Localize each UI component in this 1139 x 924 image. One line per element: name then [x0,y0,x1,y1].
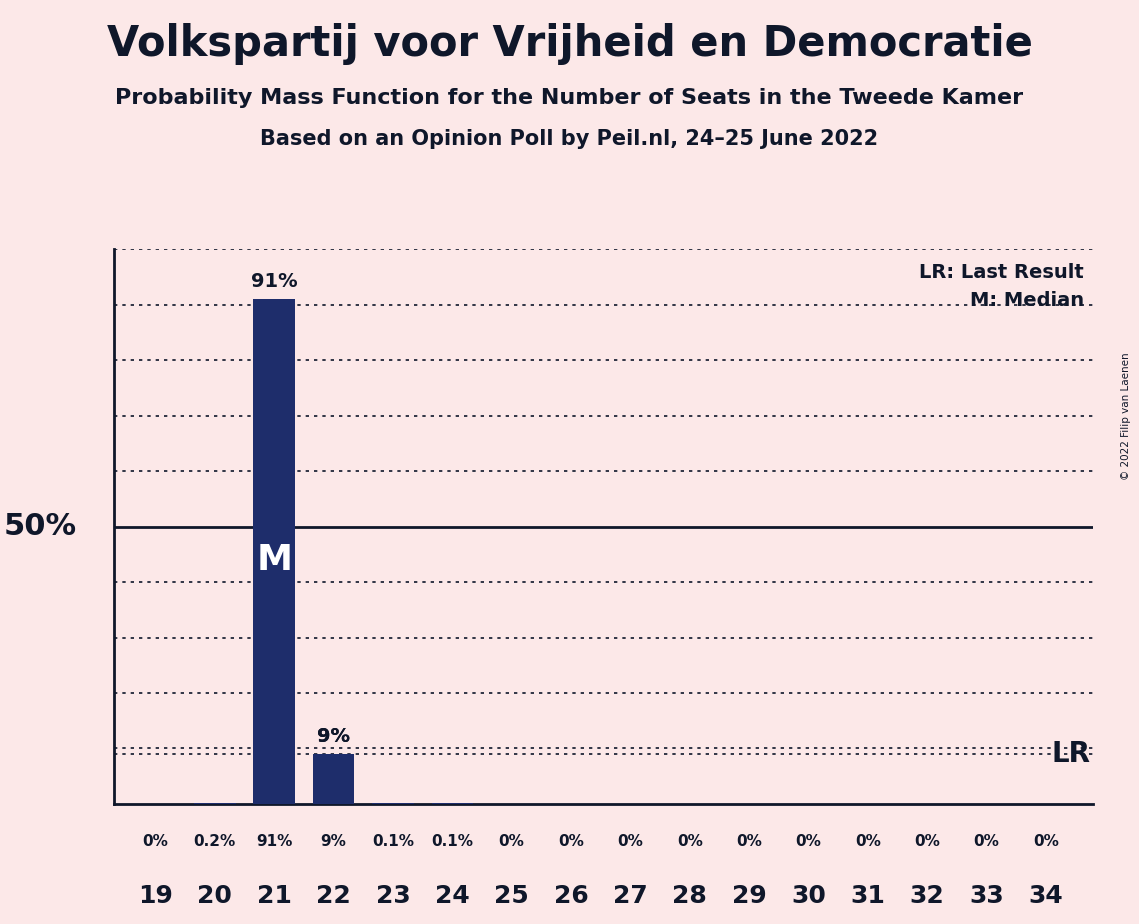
Text: 22: 22 [317,884,351,908]
Text: 28: 28 [672,884,707,908]
Text: 0%: 0% [499,834,525,849]
Text: 0%: 0% [677,834,703,849]
Text: 91%: 91% [256,834,293,849]
Text: 9%: 9% [317,726,350,746]
Bar [313,754,354,804]
Text: 26: 26 [554,884,589,908]
Text: 30: 30 [792,884,826,908]
Text: 19: 19 [138,884,173,908]
Text: 0%: 0% [142,834,169,849]
Text: 0%: 0% [855,834,880,849]
Text: LR: Last Result: LR: Last Result [919,263,1083,283]
Text: Volkspartij voor Vrijheid en Democratie: Volkspartij voor Vrijheid en Democratie [107,23,1032,65]
Text: © 2022 Filip van Laenen: © 2022 Filip van Laenen [1121,352,1131,480]
Text: 0%: 0% [974,834,1000,849]
Text: M: Median: M: Median [969,291,1083,310]
Bar [253,299,295,804]
Text: 9%: 9% [320,834,346,849]
Text: 33: 33 [969,884,1003,908]
Text: 0%: 0% [617,834,644,849]
Text: 32: 32 [910,884,944,908]
Text: 0%: 0% [795,834,821,849]
Text: Probability Mass Function for the Number of Seats in the Tweede Kamer: Probability Mass Function for the Number… [115,88,1024,108]
Text: 9%: 9% [317,726,350,746]
Text: 20: 20 [197,884,232,908]
Text: 21: 21 [256,884,292,908]
Text: 0%: 0% [558,834,584,849]
Text: M: M [256,543,293,577]
Text: 34: 34 [1029,884,1064,908]
Text: 0%: 0% [736,834,762,849]
Text: 0.1%: 0.1% [432,834,474,849]
Text: 31: 31 [851,884,885,908]
Text: LR: LR [1051,740,1090,768]
Text: 0%: 0% [915,834,940,849]
Text: 0.2%: 0.2% [194,834,236,849]
Text: 23: 23 [376,884,410,908]
Text: 0%: 0% [1033,834,1059,849]
Text: Based on an Opinion Poll by Peil.nl, 24–25 June 2022: Based on an Opinion Poll by Peil.nl, 24–… [261,129,878,150]
Text: 50%: 50% [3,512,77,541]
Text: 29: 29 [731,884,767,908]
Bar [194,803,236,804]
Text: 25: 25 [494,884,528,908]
Text: 24: 24 [435,884,469,908]
Text: 0.1%: 0.1% [372,834,413,849]
Text: 27: 27 [613,884,648,908]
Text: 91%: 91% [251,272,297,291]
